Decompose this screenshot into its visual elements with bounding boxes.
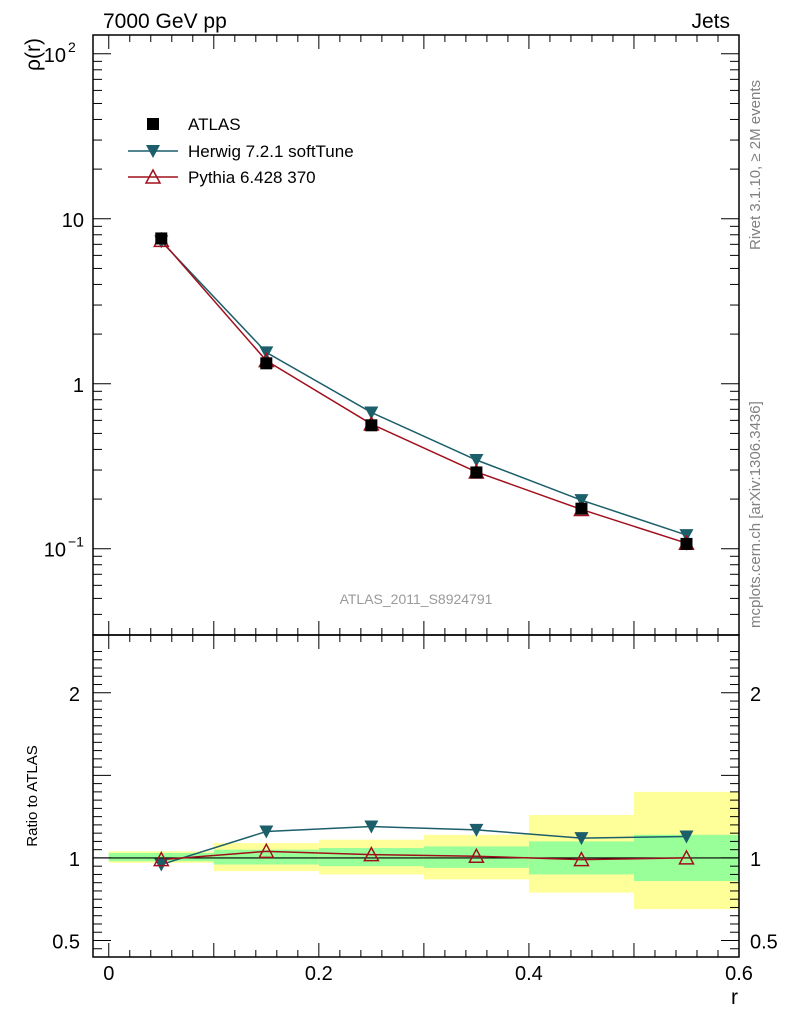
source-label: mcplots.cern.ch [arXiv:1306.3436] (747, 401, 764, 628)
y-tick-label: 10 (62, 210, 84, 232)
ratio-y-tick-label-left: 0.5 (52, 931, 80, 953)
ratio-line-1 (161, 825, 687, 866)
ratio-point-2 (258, 842, 275, 859)
ratio-y-tick-label-right: 1 (750, 849, 761, 871)
legend-label-2: Pythia 6.428 370 (188, 168, 316, 187)
y-tick-label: 10 (44, 540, 66, 562)
ratio-point-1 (574, 832, 589, 846)
band-inner-3 (423, 846, 529, 868)
ratio-point-2 (468, 847, 485, 864)
y-tick-label: 10 (44, 45, 66, 67)
ratio-line-2 (161, 850, 687, 861)
ratio-y-tick-label-left: 2 (69, 684, 80, 706)
x-tick-label: 0.2 (305, 963, 333, 985)
main-line-2 (160, 239, 687, 544)
y-tick-label: 1 (73, 375, 84, 397)
ratio-point-2 (573, 850, 590, 867)
ratio-ylabel: Ratio to ATLAS (24, 745, 41, 846)
y-tick-exponent: 2 (68, 39, 76, 55)
legend-label-1: Herwig 7.2.1 softTune (188, 142, 354, 161)
band-inner-2 (318, 848, 424, 867)
ratio-uncertainty-bands (108, 791, 739, 910)
x-tick-label: 0.4 (515, 963, 543, 985)
ratio-y-tick-label-right: 0.5 (750, 931, 778, 953)
x-tick-label: 0 (103, 963, 114, 985)
main-point-0 (470, 466, 483, 479)
x-tick-label: 0.6 (725, 963, 753, 985)
ratio-xlabel: r (731, 986, 738, 1009)
main-point-0 (365, 419, 378, 432)
main-point-1 (364, 406, 379, 420)
main-point-1 (574, 494, 589, 508)
series-markers (153, 231, 695, 872)
ratio-point-1 (364, 820, 379, 834)
header-right: Jets (691, 10, 730, 33)
legend: ATLAS Herwig 7.2.1 softTune Pythia 6.428 3… (128, 115, 354, 187)
legend-label-0: ATLAS (188, 115, 241, 134)
main-point-0 (260, 357, 273, 370)
main-point-0 (575, 502, 588, 515)
main-line-1 (160, 240, 687, 536)
header-left: 7000 GeV pp (103, 10, 227, 33)
main-point-0 (155, 232, 168, 245)
watermark-label: ATLAS_2011_S8924791 (340, 591, 493, 607)
ratio-point-1 (469, 823, 484, 837)
ratio-point-2 (153, 850, 170, 867)
ratio-point-2 (678, 849, 695, 865)
ratio-point-1 (259, 825, 274, 839)
ratio-point-1 (679, 830, 694, 844)
series-lines (93, 236, 739, 866)
main-point-0 (680, 537, 693, 550)
legend-marker-1 (146, 145, 160, 158)
rivet-label: Rivet 3.1.10, ≥ 2M events (747, 80, 764, 250)
legend-marker-2 (144, 168, 162, 184)
main-ylabel: ρ(r) (22, 38, 45, 71)
ratio-y-tick-label-right: 2 (750, 684, 761, 706)
y-tick-exponent: −1 (68, 534, 84, 550)
ratio-panel-frame (92, 634, 740, 958)
main-point-1 (469, 454, 484, 468)
ratio-point-2 (363, 846, 380, 862)
ratio-y-tick-label-left: 1 (69, 849, 80, 871)
legend-marker-0 (147, 118, 159, 130)
band-inner-0 (108, 852, 214, 862)
